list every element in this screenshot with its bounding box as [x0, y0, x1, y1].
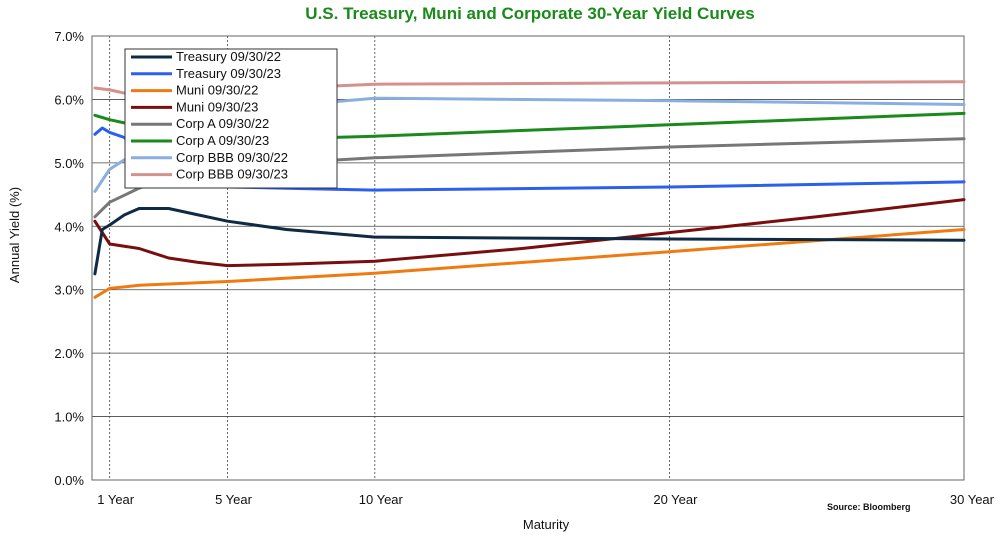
- series-line: [93, 207, 966, 276]
- x-tick-label: 30 Year: [950, 492, 995, 507]
- y-tick-label: 7.0%: [54, 29, 84, 44]
- legend-label: Corp A 09/30/23: [176, 133, 269, 148]
- y-tick-label: 6.0%: [54, 92, 84, 107]
- y-tick-label: 2.0%: [54, 346, 84, 361]
- y-axis-ticks: 0.0% 1.0% 2.0% 3.0% 4.0% 5.0% 6.0% 7.0%: [54, 29, 84, 488]
- x-tick-label: 1 Year: [97, 492, 135, 507]
- y-tick-label: 4.0%: [54, 219, 84, 234]
- legend-label: Treasury 09/30/22: [176, 49, 281, 64]
- legend-label: Corp BBB 09/30/22: [176, 150, 288, 165]
- y-tick-label: 3.0%: [54, 283, 84, 298]
- legend-label: Muni 09/30/23: [176, 99, 258, 114]
- series-line: [93, 228, 966, 299]
- legend-box: [124, 48, 338, 189]
- y-axis-label: Annual Yield (%): [7, 187, 22, 283]
- plot-frame: [91, 35, 965, 481]
- x-axis-ticks: 1 Year 5 Year 10 Year 20 Year 30 Year: [97, 492, 994, 507]
- legend-label: Corp BBB 09/30/23: [176, 167, 288, 182]
- x-tick-label: 10 Year: [359, 492, 404, 507]
- chart-title: U.S. Treasury, Muni and Corporate 30-Yea…: [305, 4, 754, 23]
- source-note: Source: Bloomberg: [827, 502, 911, 512]
- series-line: [93, 198, 966, 268]
- legend-label: Treasury 09/30/23: [176, 66, 281, 81]
- legend-label: Corp A 09/30/22: [176, 116, 269, 131]
- legend: Treasury 09/30/22 Treasury 09/30/23 Muni 0…: [124, 48, 338, 189]
- x-axis-label: Maturity: [523, 517, 570, 532]
- y-tick-label: 1.0%: [54, 410, 84, 425]
- x-tick-label: 20 Year: [653, 492, 698, 507]
- legend-label: Muni 09/30/22: [176, 83, 258, 98]
- y-tick-label: 0.0%: [54, 473, 84, 488]
- x-tick-label: 5 Year: [215, 492, 253, 507]
- y-tick-label: 5.0%: [54, 156, 84, 171]
